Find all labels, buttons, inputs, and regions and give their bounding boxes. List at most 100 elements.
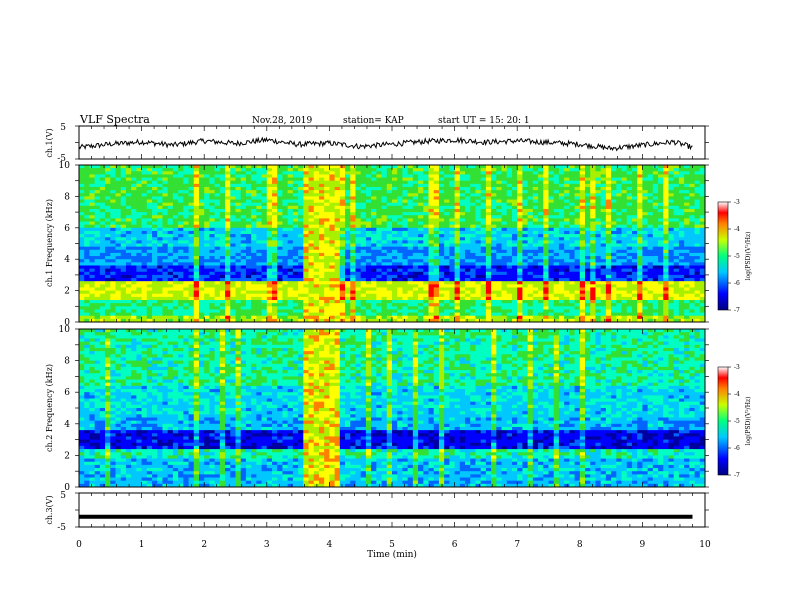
spectrogram-cell <box>110 230 116 235</box>
spectrogram-cell <box>245 252 252 257</box>
spectrogram-cell <box>214 284 221 288</box>
spectrogram-cell <box>136 221 142 226</box>
spectrogram-cell <box>397 180 403 185</box>
spectrogram-cell <box>105 274 111 279</box>
spectrogram-cell <box>465 246 471 251</box>
spectrogram-cell <box>282 224 289 229</box>
spectrogram-cell <box>381 234 388 238</box>
spectrogram-cell <box>355 237 362 241</box>
spectrogram-cell <box>292 215 299 219</box>
spectrogram-cell <box>496 196 502 200</box>
spectrogram-cell <box>188 300 195 304</box>
spectrogram-cell <box>277 281 283 285</box>
spectrogram-cell <box>313 186 320 191</box>
spectrogram-cell <box>225 196 231 200</box>
spectrogram-cell <box>84 278 90 282</box>
spectrogram-cell <box>136 252 142 257</box>
spectrogram-cell <box>214 246 221 251</box>
spectrogram-cell <box>245 249 252 254</box>
figure-date: Nov.28, 2019 <box>252 116 313 126</box>
spectrogram-cell <box>553 303 560 307</box>
spectrogram-cell <box>162 205 169 210</box>
spectrogram-cell <box>183 256 189 260</box>
spectrogram-cell <box>418 180 424 185</box>
spectrogram-cell <box>172 186 179 191</box>
spectrogram-cell <box>266 196 273 200</box>
spectrogram-cell <box>94 318 101 323</box>
spectrogram-cell <box>298 278 304 282</box>
spectrogram-cell <box>553 212 560 216</box>
spectrogram-cell <box>318 227 325 232</box>
spectrogram-cell <box>157 278 163 282</box>
spectrogram-cell <box>485 281 492 285</box>
spectrogram-cell <box>334 212 341 216</box>
spectrogram-cell <box>193 262 200 266</box>
spectrogram-cell <box>136 215 142 219</box>
spectrogram-cell <box>407 278 414 282</box>
spectrogram-cell <box>496 306 502 310</box>
spectrogram-cell <box>329 193 336 197</box>
spectrogram-cell <box>131 199 137 204</box>
spectrogram-cell <box>298 315 304 320</box>
spectrogram-cell <box>558 300 565 304</box>
spectrogram-cell <box>193 199 200 204</box>
spectrogram-cell <box>412 174 419 178</box>
spectrogram-cell <box>517 274 523 279</box>
spectrogram-cell <box>355 199 362 204</box>
spectrogram-cell <box>371 190 377 194</box>
spectrogram-cell <box>198 284 205 288</box>
spectrogram-cell <box>193 218 200 222</box>
spectrogram-cell <box>99 240 106 244</box>
spectrogram-cell <box>485 249 492 254</box>
spectrogram-cell <box>282 240 289 244</box>
spectrogram-cell <box>459 306 466 310</box>
spectrogram-cell <box>569 180 575 185</box>
spectrogram-cell <box>558 227 565 232</box>
spectrogram-cell <box>99 284 106 288</box>
spectrogram-cell <box>465 183 471 188</box>
spectrogram-cell <box>538 271 544 276</box>
spectrogram-cell <box>465 230 471 235</box>
spectrogram-cell <box>449 265 455 270</box>
ch1-ytick-top: 5 <box>60 123 66 133</box>
spectrogram-cell <box>193 165 200 169</box>
spectrogram-cell <box>313 221 320 226</box>
spectrogram-cell <box>188 215 195 219</box>
spectrogram-cell <box>298 208 304 213</box>
spectrogram-cell <box>386 174 393 178</box>
spectrogram-cell <box>272 274 278 279</box>
spectrogram-cell <box>329 168 336 172</box>
spectrogram-cell <box>371 256 377 260</box>
spectrogram-cell <box>115 186 122 191</box>
spectrogram-cell <box>79 177 85 182</box>
spectrogram-cell <box>511 281 518 285</box>
spectrogram-cell <box>418 202 424 207</box>
spectrogram-cell <box>345 300 351 304</box>
spectrogram-cell <box>371 165 377 169</box>
spectrogram-cell <box>339 306 346 310</box>
spectrogram-cell <box>517 268 523 273</box>
spectrogram-cell <box>94 205 101 210</box>
spectrogram-cell <box>131 180 137 185</box>
spectrogram-cell <box>459 237 466 241</box>
spectrogram-cell <box>256 224 262 229</box>
spectrogram-cell <box>209 249 216 254</box>
spectrogram-cell <box>485 268 492 273</box>
spectrogram-cell <box>84 287 90 291</box>
spectrogram-cell <box>230 265 236 270</box>
spectrogram-cell <box>256 243 262 248</box>
spectrogram-cell <box>392 205 398 210</box>
spectrogram-cell <box>339 284 346 288</box>
spectrogram-cell <box>94 312 101 317</box>
spectrogram-cell <box>418 212 424 216</box>
spectrogram-cell <box>376 271 382 276</box>
spectrogram-cell <box>84 205 90 210</box>
spectrogram-cell <box>240 218 247 222</box>
spectrogram-cell <box>485 293 492 298</box>
spectrogram-cell <box>428 300 435 304</box>
spectrogram-cell <box>449 208 455 213</box>
spectrogram-cell <box>162 265 169 270</box>
spectrogram-cell <box>470 227 476 232</box>
spectrogram-cell <box>345 168 351 172</box>
spectrogram-cell <box>543 300 549 304</box>
